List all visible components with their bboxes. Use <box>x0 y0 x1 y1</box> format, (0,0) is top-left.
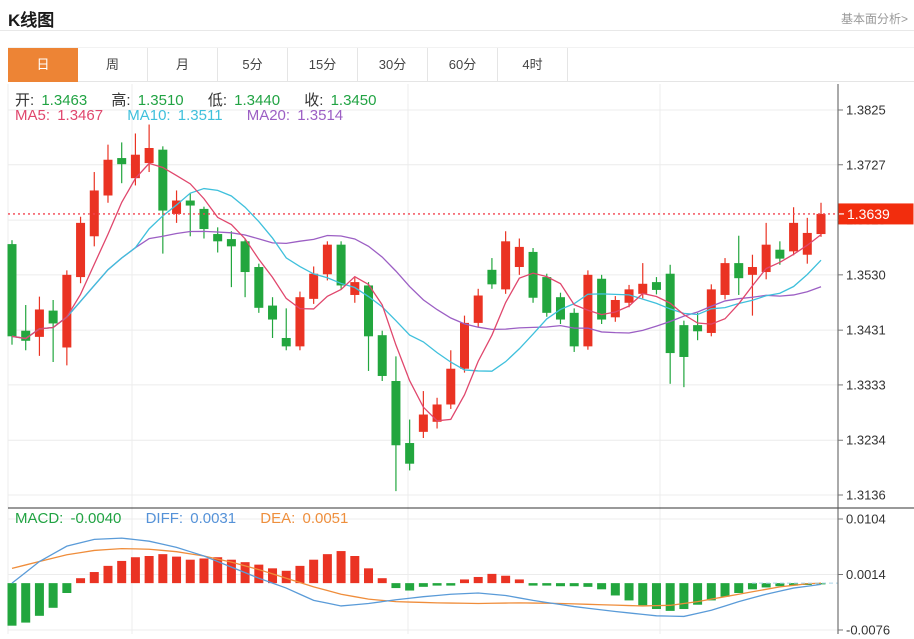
candles-layer <box>7 124 826 492</box>
axis-tick-label: 1.3431 <box>846 323 886 338</box>
ma20-label: MA20: <box>246 107 291 124</box>
high-label: 高: <box>111 92 131 109</box>
tab-month[interactable]: 月 <box>148 48 218 82</box>
ma10-value: 1.3511 <box>177 107 223 124</box>
ma-legend: MA5: 1.3467 MA10: 1.3511 MA20: 1.3514 <box>15 107 363 124</box>
tab-30min[interactable]: 30分 <box>358 48 428 82</box>
header-divider <box>0 30 914 31</box>
ma20-line <box>11 230 822 340</box>
axis-tick-label: -0.0076 <box>846 623 890 638</box>
axis-tick-label: 1.3136 <box>846 488 886 503</box>
ma5-label: MA5: <box>15 107 51 124</box>
close-value: 1.3450 <box>330 92 377 109</box>
axis-tick-label: 1.3333 <box>846 377 886 392</box>
axis-tick-labels: 1.38251.37271.36281.35301.34311.33331.32… <box>838 103 890 638</box>
low-label: 低: <box>207 92 227 109</box>
grid-lines <box>7 84 838 634</box>
ma10-label: MA10: <box>127 107 171 124</box>
current-price-label: 1.3639 <box>847 206 890 222</box>
ma20-value: 1.3514 <box>297 107 344 124</box>
ma10-line <box>11 187 822 372</box>
low-value: 1.3440 <box>234 92 281 109</box>
page-header: K线图 基本面分析> <box>0 0 914 30</box>
macd-histogram <box>7 551 826 626</box>
axis-tick-label: 0.0104 <box>846 512 886 527</box>
tab-day[interactable]: 日 <box>8 48 78 82</box>
open-value: 1.3463 <box>41 92 88 109</box>
fundamental-analysis-link[interactable]: 基本面分析> <box>840 12 908 26</box>
diff-label: DIFF: <box>145 510 184 527</box>
ma5-line <box>11 162 822 422</box>
tab-4h[interactable]: 4时 <box>498 48 568 82</box>
dea-value: 0.0051 <box>302 510 349 527</box>
page-title: K线图 <box>8 11 55 30</box>
tab-15min[interactable]: 15分 <box>288 48 358 82</box>
macd-value: -0.0040 <box>70 510 122 527</box>
dea-line <box>11 547 822 607</box>
interval-tabbar: 日周月 5分 15分 30分 60分 4时 <box>8 47 914 82</box>
axis-tick-label: 1.3825 <box>846 103 886 118</box>
tab-week[interactable]: 周 <box>78 48 148 82</box>
diff-line <box>11 537 822 618</box>
high-value: 1.3510 <box>137 92 184 109</box>
tab-5min[interactable]: 5分 <box>218 48 288 82</box>
axis-tick-label: 1.3530 <box>846 267 886 282</box>
dea-label: DEA: <box>260 510 296 527</box>
macd-label: MACD: <box>15 510 64 527</box>
ohlc-legend: 开: 1.3463 高: 1.3510 低: 1.3440 收: 1.3450 <box>15 89 396 110</box>
current-price-marker: 1.3639 <box>838 203 914 225</box>
open-label: 开: <box>15 92 35 109</box>
tab-60min[interactable]: 60分 <box>428 48 498 82</box>
macd-legend: MACD: -0.0040 DIFF: 0.0031 DEA: 0.0051 <box>15 510 368 527</box>
axis-tick-label: 1.3234 <box>846 433 886 448</box>
close-label: 收: <box>304 92 324 109</box>
diff-value: 0.0031 <box>190 510 237 527</box>
axis-tick-label: 1.3727 <box>846 157 886 172</box>
axis-tick-label: 0.0014 <box>846 567 886 582</box>
ma5-value: 1.3467 <box>57 107 104 124</box>
